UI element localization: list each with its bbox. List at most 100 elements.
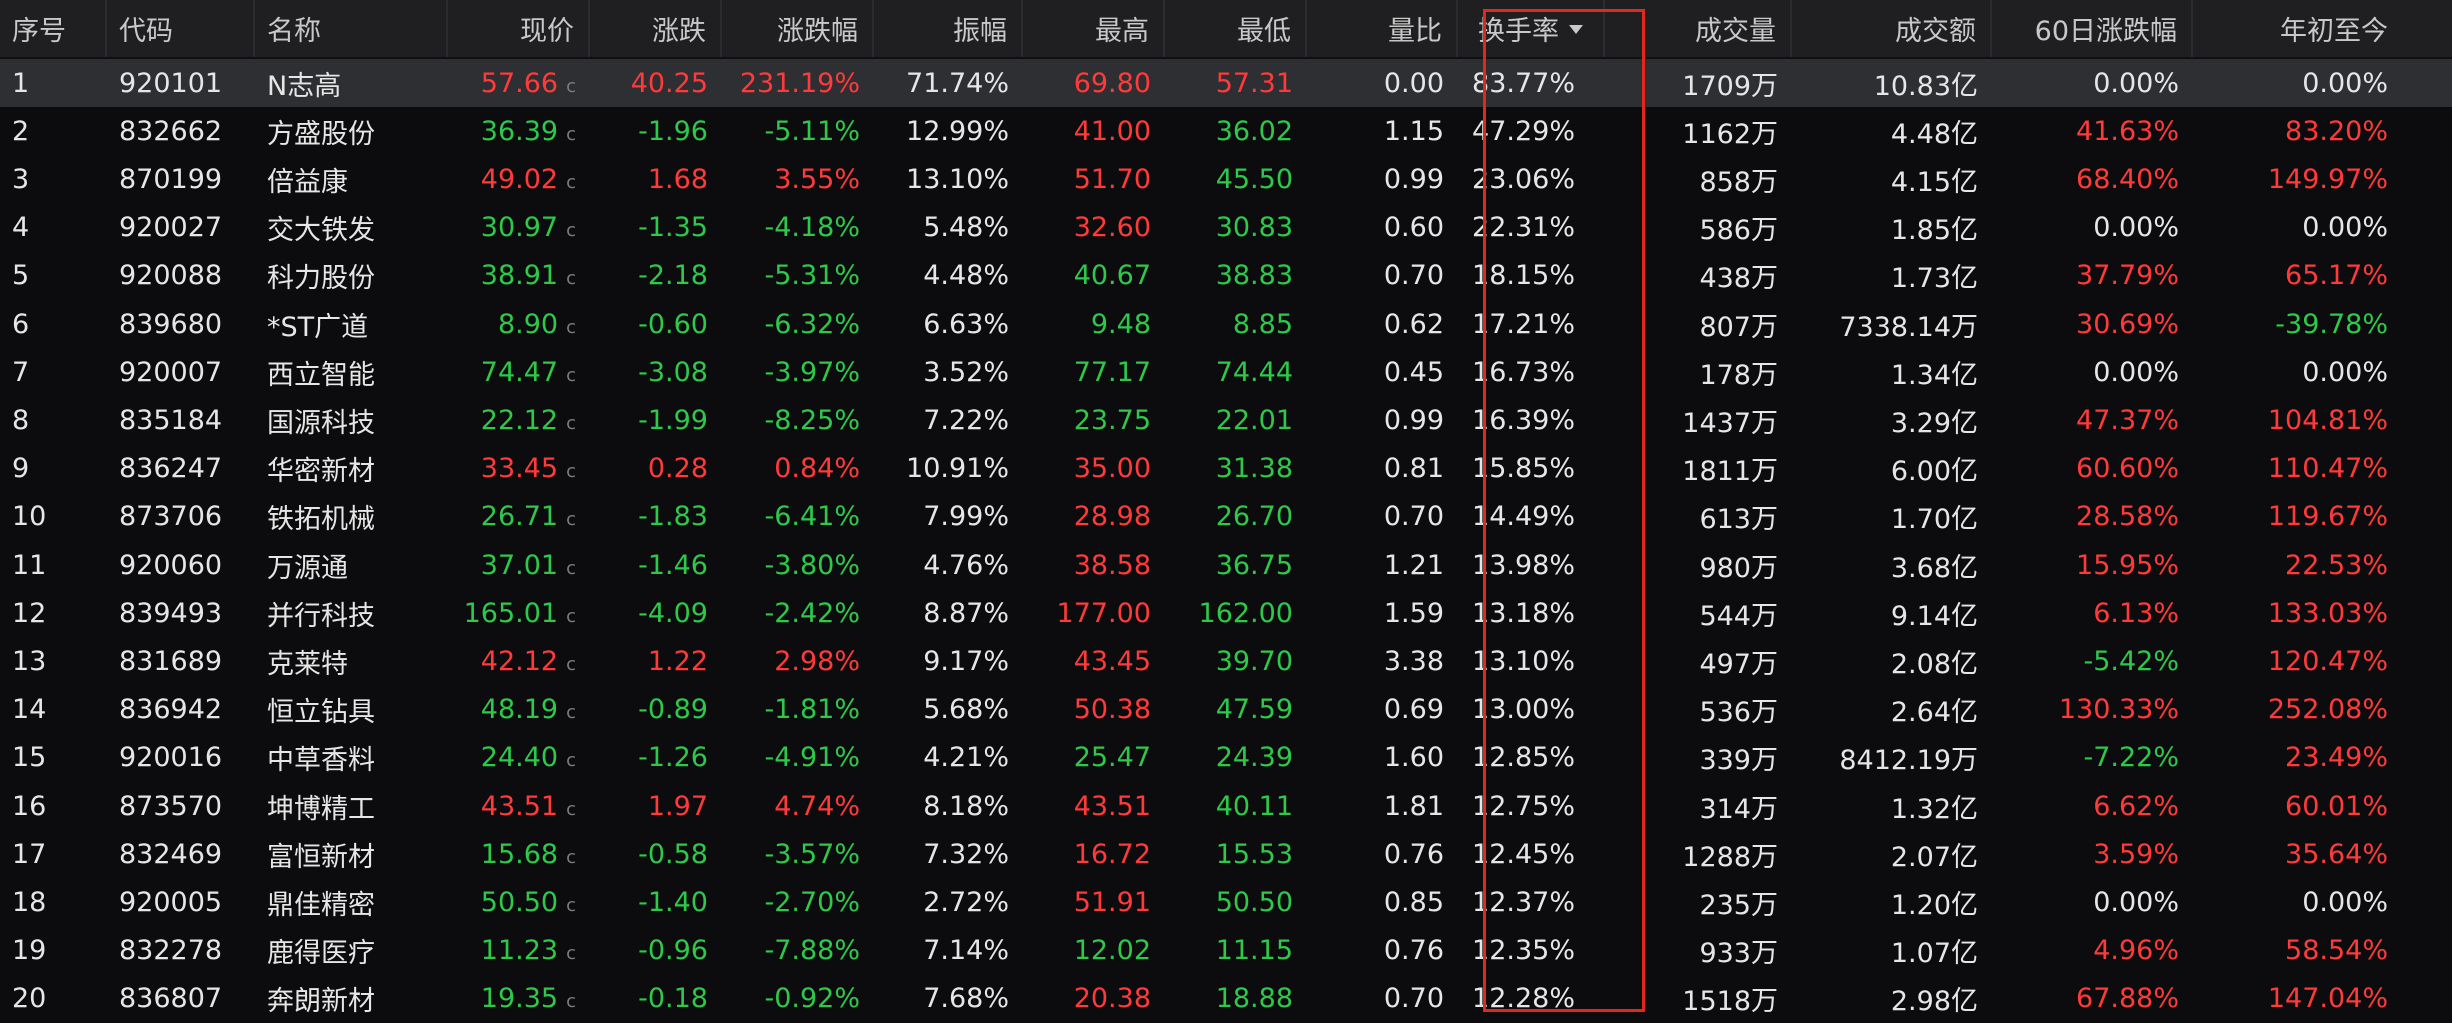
table-row[interactable]: 18 920005 鼎佳精密 50.50 c -1.40 -2.70% 2.72% 51.91 5… (0, 878, 2452, 926)
cell-turnover: 17.21% (1458, 300, 1605, 348)
cell-name: 交大铁发 (255, 204, 448, 252)
cell-idx-value: 5 (12, 260, 30, 292)
cell-vr-value: 1.59 (1383, 597, 1444, 629)
cell-low-value: 22.01 (1215, 404, 1293, 436)
table-row[interactable]: 19 832278 鹿得医疗 11.23 c -0.96 -7.88% 7.14% 12.02 1… (0, 927, 2452, 975)
table-row[interactable]: 14 836942 恒立钻具 48.19 c -0.89 -1.81% 5.68% 50.38 4… (0, 686, 2452, 734)
cell-ytd-value: 83.20% (2285, 115, 2388, 147)
table-row[interactable]: 13 831689 克莱特 42.12 c 1.22 2.98% 9.17% 43.45 39.7… (0, 637, 2452, 685)
header-high[interactable]: 最高 (1023, 0, 1165, 57)
header-price[interactable]: 现价 (448, 0, 590, 57)
cell-code-value: 832662 (119, 115, 223, 147)
table-row[interactable]: 4 920027 交大铁发 30.97 c -1.35 -4.18% 5.48% 32.60 30… (0, 204, 2452, 252)
cell-d60-value: 60.60% (2076, 453, 2179, 485)
cell-price: 57.66 c (448, 59, 590, 107)
table-row[interactable]: 8 835184 国源科技 22.12 c -1.99 -8.25% 7.22% 23.75 22… (0, 396, 2452, 444)
cell-turnover-value: 12.28% (1472, 983, 1575, 1015)
cell-amount-value: 9.14亿 (1890, 600, 1978, 632)
cell-idx-value: 10 (12, 501, 47, 533)
table-row[interactable]: 10 873706 铁拓机械 26.71 c -1.83 -6.41% 7.99% 28.98 2… (0, 493, 2452, 541)
cell-high: 28.98 (1023, 493, 1165, 541)
table-row[interactable]: 5 920088 科力股份 38.91 c -2.18 -5.31% 4.48% 40.67 38… (0, 252, 2452, 300)
header-turnover[interactable]: 换手率 (1458, 0, 1605, 57)
cell-amount-value: 3.29亿 (1890, 407, 1978, 439)
cell-idx-value: 13 (12, 645, 47, 677)
header-change[interactable]: 涨跌 (590, 0, 722, 57)
header-ytd[interactable]: 年初至今 (2193, 0, 2402, 57)
table-row[interactable]: 2 832662 方盛股份 36.39 c -1.96 -5.11% 12.99% 41.00 3… (0, 107, 2452, 155)
table-row[interactable]: 9 836247 华密新材 33.45 c 0.28 0.84% 10.91% 35.00 31.… (0, 445, 2452, 493)
price-suffix: c (566, 316, 576, 338)
table-row[interactable]: 7 920007 西立智能 74.47 c -3.08 -3.97% 3.52% 77.17 74… (0, 348, 2452, 396)
header-idx[interactable]: 序号 (0, 0, 107, 57)
table-row[interactable]: 11 920060 万源通 37.01 c -1.46 -3.80% 4.76% 38.58 36… (0, 541, 2452, 589)
cell-price-value: 48.19 (480, 694, 559, 726)
table-row[interactable]: 1 920101 N志高 57.66 c 40.25 231.19% 71.74% 69.80 5… (0, 59, 2452, 107)
cell-name: 方盛股份 (255, 107, 448, 155)
cell-high-value: 177.00 (1056, 597, 1151, 629)
header-code[interactable]: 代码 (107, 0, 255, 57)
cell-pct-value: -7.88% (764, 935, 860, 967)
cell-high-value: 41.00 (1073, 115, 1151, 147)
cell-idx: 17 (0, 830, 107, 878)
cell-idx-value: 12 (12, 597, 47, 629)
table-row[interactable]: 20 836807 奔朗新材 19.35 c -0.18 -0.92% 7.68% 20.38 1… (0, 975, 2452, 1023)
cell-idx: 9 (0, 445, 107, 493)
header-amp[interactable]: 振幅 (874, 0, 1023, 57)
cell-d60: 4.96% (1992, 927, 2193, 975)
cell-code-value: 920005 (119, 886, 223, 918)
header-pct[interactable]: 涨跌幅 (722, 0, 874, 57)
cell-ytd: 147.04% (2193, 975, 2402, 1023)
cell-name: 西立智能 (255, 348, 448, 396)
table-row[interactable]: 6 839680 *ST广道 8.90 c -0.60 -6.32% 6.63% 9.48 8.8… (0, 300, 2452, 348)
table-row[interactable]: 16 873570 坤博精工 43.51 c 1.97 4.74% 8.18% 43.51 40.… (0, 782, 2452, 830)
cell-amp-value: 71.74% (906, 67, 1009, 99)
cell-change-value: -1.83 (638, 501, 708, 533)
table-row[interactable]: 3 870199 倍益康 49.02 c 1.68 3.55% 13.10% 51.70 45.5… (0, 155, 2452, 203)
cell-pct: -2.42% (722, 589, 874, 637)
cell-turnover-value: 13.00% (1472, 694, 1575, 726)
cell-turnover-value: 14.49% (1472, 501, 1575, 533)
cell-amount: 1.85亿 (1792, 204, 1992, 252)
cell-idx: 1 (0, 59, 107, 107)
header-d60[interactable]: 60日涨跌幅 (1992, 0, 2193, 57)
cell-code-value: 831689 (119, 645, 223, 677)
header-name[interactable]: 名称 (255, 0, 448, 57)
cell-name-value: 鹿得医疗 (267, 938, 375, 970)
cell-low-value: 26.70 (1215, 501, 1293, 533)
cell-high: 177.00 (1023, 589, 1165, 637)
cell-d60: 67.88% (1992, 975, 2193, 1023)
header-amount[interactable]: 成交额 (1792, 0, 1992, 57)
table-row[interactable]: 15 920016 中草香料 24.40 c -1.26 -4.91% 4.21% 25.47 2… (0, 734, 2452, 782)
cell-pct: -0.92% (722, 975, 874, 1023)
cell-turnover-value: 12.37% (1472, 886, 1575, 918)
cell-code: 836247 (107, 445, 255, 493)
header-low[interactable]: 最低 (1165, 0, 1307, 57)
cell-ytd-value: 147.04% (2267, 983, 2388, 1015)
cell-vr: 0.85 (1307, 878, 1458, 926)
cell-change-value: -1.26 (638, 742, 708, 774)
cell-name-value: 克莱特 (267, 648, 348, 680)
cell-amp-value: 7.99% (923, 501, 1009, 533)
cell-price-value: 36.39 (480, 115, 559, 147)
cell-turnover-value: 15.85% (1472, 453, 1575, 485)
cell-ytd-value: -39.78% (2275, 308, 2388, 340)
header-vol[interactable]: 成交量 (1605, 0, 1792, 57)
cell-name: 鼎佳精密 (255, 878, 448, 926)
cell-vol-value: 339万 (1699, 745, 1778, 777)
cell-vr: 1.21 (1307, 541, 1458, 589)
cell-amount-value: 1.07亿 (1890, 938, 1978, 970)
cell-low-value: 162.00 (1198, 597, 1293, 629)
cell-amount: 10.83亿 (1792, 59, 1992, 107)
cell-code-value: 920016 (119, 742, 223, 774)
cell-vol-value: 438万 (1699, 263, 1778, 295)
cell-amp-value: 2.72% (923, 886, 1009, 918)
cell-name-value: 万源通 (267, 552, 348, 584)
cell-turnover: 13.00% (1458, 686, 1605, 734)
cell-vol: 980万 (1605, 541, 1792, 589)
header-vr[interactable]: 量比 (1307, 0, 1458, 57)
table-row[interactable]: 12 839493 并行科技 165.01 c -4.09 -2.42% 8.87% 177.0… (0, 589, 2452, 637)
table-row[interactable]: 17 832469 富恒新材 15.68 c -0.58 -3.57% 7.32% 16.72 1… (0, 830, 2452, 878)
price-suffix: c (566, 702, 576, 724)
cell-amount: 2.64亿 (1792, 686, 1992, 734)
